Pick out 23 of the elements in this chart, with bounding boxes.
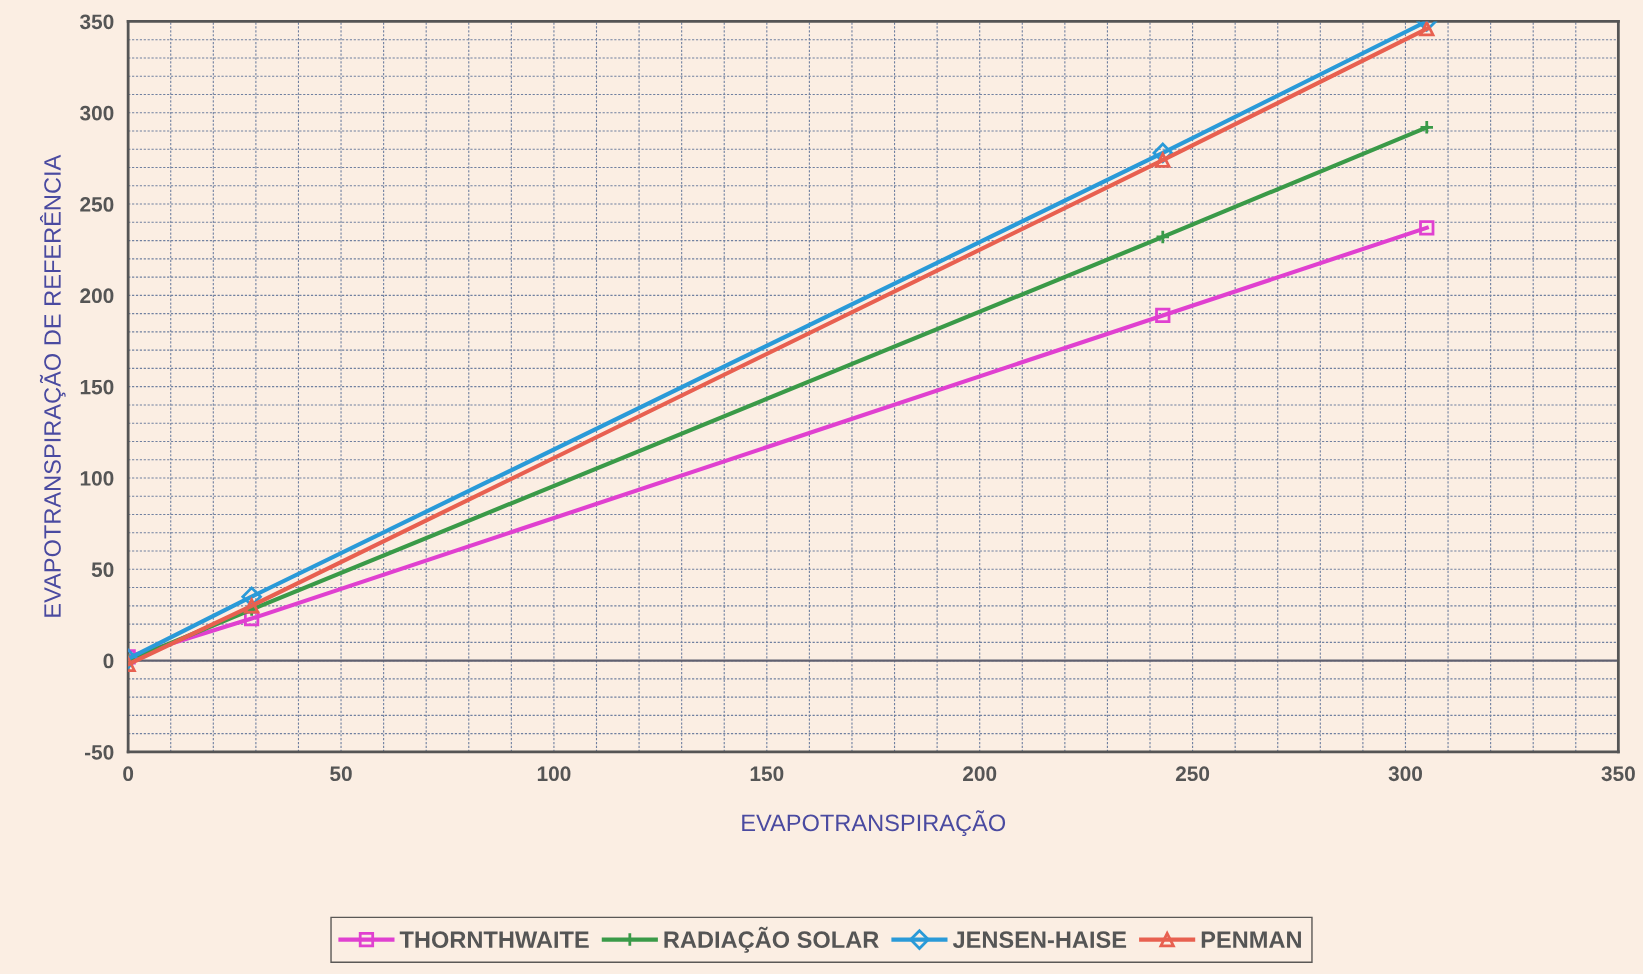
y-tick-label: 200 [80,288,114,304]
legend-label: JENSEN-HAISE [952,931,1127,949]
x-tick-label: 250 [1175,766,1210,782]
legend-label: RADIAÇÃO SOLAR [664,926,879,953]
x-tick-label: 350 [1601,766,1635,782]
x-tick-label: 100 [537,766,571,782]
y-tick-label: 0 [103,653,114,669]
y-axis-title: EVAPOTRANSPIRAÇÃO DE REFERÊNCIA [39,154,66,617]
x-tick-label: 300 [1388,766,1422,782]
x-tick-label: 50 [330,766,352,782]
legend-label: THORNTHWAITE [399,931,589,949]
y-tick-label: 250 [80,197,114,212]
y-tick-label: 100 [80,470,114,486]
y-tick-label: 350 [79,14,114,30]
y-tick-label: -50 [84,744,114,760]
y-tick-label: 150 [80,379,114,395]
x-tick-label: 200 [963,766,997,782]
x-axis-title: EVAPOTRANSPIRAÇÃO [742,810,1006,836]
y-tick-label: 300 [79,105,114,121]
legend-label: PENMAN [1201,931,1301,948]
y-tick-label: 50 [91,562,114,578]
x-tick-label: 150 [750,766,784,782]
x-tick-label: 0 [123,766,134,782]
